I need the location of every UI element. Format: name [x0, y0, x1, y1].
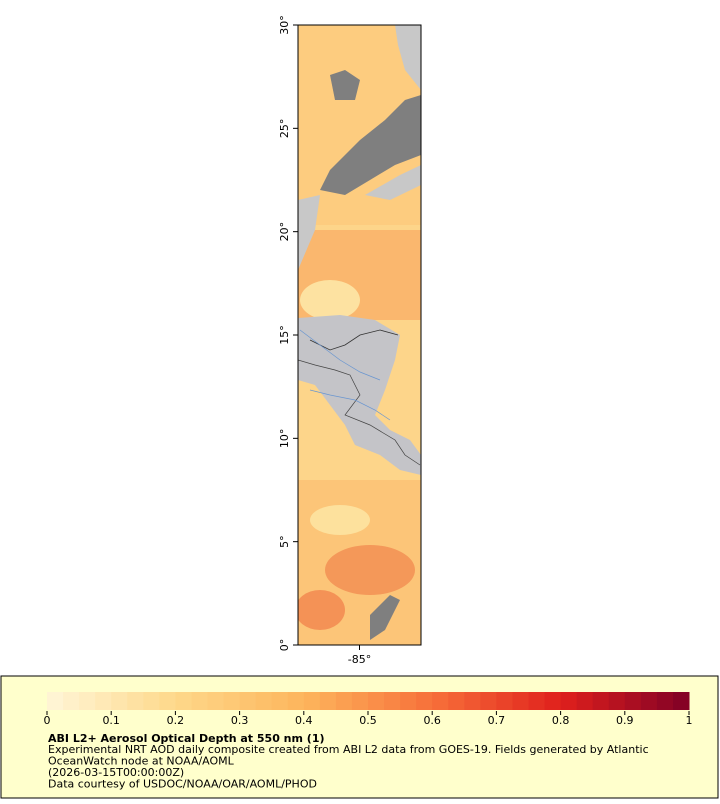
colorbar-step [95, 692, 112, 710]
colorbar-step [656, 692, 674, 710]
colorbar-step [47, 692, 64, 710]
colorbar-tick-label: 0.4 [295, 714, 313, 727]
colorbar-step [351, 692, 369, 710]
colorbar-step [480, 692, 497, 710]
colorbar-step [239, 692, 257, 710]
colorbar-step [464, 692, 481, 710]
y-tick-label: 30° [278, 15, 291, 35]
y-tick-label: 15° [278, 325, 291, 345]
colorbar-tick-label: 0.8 [552, 714, 570, 727]
colorbar-step [400, 692, 417, 710]
colorbar-step [608, 692, 626, 710]
legend-line: OceanWatch node at NOAA/AOML [48, 755, 235, 768]
colorbar-step [528, 692, 546, 710]
colorbar-step [159, 692, 176, 710]
colorbar-step [223, 692, 241, 710]
colorbar-step [143, 692, 160, 710]
colorbar-step [368, 692, 385, 710]
colorbar-tick-label: 0 [44, 714, 51, 727]
colorbar-step [111, 692, 128, 710]
colorbar-tick-label: 0.5 [359, 714, 377, 727]
colorbar-step [496, 692, 513, 710]
colorbar-step [624, 692, 642, 710]
legend-line: (2026-03-15T00:00:00Z) [48, 766, 184, 779]
colorbar-step [303, 692, 321, 710]
colorbar-step [271, 692, 289, 710]
colorbar-step [672, 692, 690, 710]
colorbar-step [640, 692, 658, 710]
colorbar-step [448, 692, 465, 710]
colorbar-step [384, 692, 401, 710]
y-tick-label: 0° [278, 639, 291, 652]
colorbar-step [319, 692, 337, 710]
x-tick-label: -85° [348, 653, 371, 666]
y-tick-label: 5° [278, 535, 291, 548]
legend-title: ABI L2+ Aerosol Optical Depth at 550 nm … [48, 732, 325, 745]
colorbar-step [335, 692, 353, 710]
colorbar-step [127, 692, 144, 710]
y-tick-label: 25° [278, 119, 291, 139]
colorbar-tick-label: 0.2 [167, 714, 185, 727]
colorbar-tick-label: 1 [686, 714, 693, 727]
colorbar-tick-label: 0.9 [616, 714, 634, 727]
map-raster [298, 25, 421, 645]
colorbar-step [560, 692, 578, 710]
y-tick-label: 20° [278, 222, 291, 242]
colorbar-tick-label: 0.1 [102, 714, 120, 727]
colorbar-step [512, 692, 529, 710]
colorbar-tick-label: 0.3 [231, 714, 249, 727]
colorbar-step [191, 692, 208, 710]
colorbar-tick-label: 0.6 [423, 714, 441, 727]
colorbar-step [63, 692, 80, 710]
colorbar-step [576, 692, 594, 710]
colorbar-step [207, 692, 225, 710]
colorbar-step [255, 692, 273, 710]
legend-line: Experimental NRT AOD daily composite cre… [48, 743, 649, 756]
colorbar-step [544, 692, 562, 710]
colorbar-tick-label: 0.7 [488, 714, 506, 727]
colorbar-step [287, 692, 305, 710]
colorbar-step [432, 692, 449, 710]
colorbar-step [416, 692, 433, 710]
colorbar-step [175, 692, 192, 710]
colorbar-step [79, 692, 96, 710]
legend-line: Data courtesy of USDOC/NOAA/OAR/AOML/PHO… [48, 778, 317, 791]
y-tick-label: 10° [278, 429, 291, 449]
colorbar-step [592, 692, 610, 710]
